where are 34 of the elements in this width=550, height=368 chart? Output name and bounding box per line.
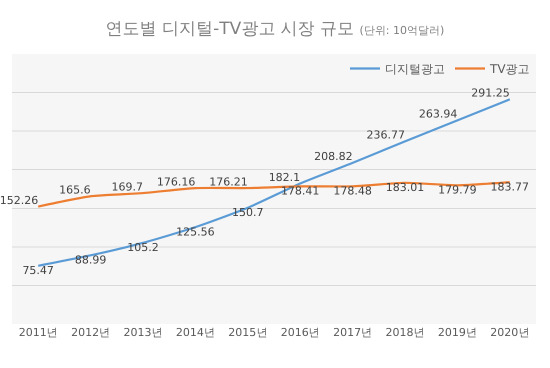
- data-label: 182.1: [268, 170, 300, 184]
- chart-title: 연도별 디지털-TV광고 시장 규모: [106, 18, 354, 39]
- legend-label: 디지털광고: [385, 62, 445, 76]
- x-tick-label: 2015년: [228, 326, 268, 339]
- x-tick-label: 2014년: [176, 326, 215, 339]
- data-label: 178.41: [280, 184, 320, 198]
- x-tick-label: 2020년: [490, 326, 530, 339]
- x-tick-label: 2013년: [124, 326, 162, 339]
- data-label: 183.77: [490, 180, 530, 194]
- x-tick-label: 2018년: [386, 326, 424, 339]
- data-label: 169.7: [112, 180, 143, 194]
- x-tick-label: 2016년: [280, 326, 320, 339]
- legend-label: TV광고: [489, 62, 530, 76]
- data-label: 125.56: [176, 225, 215, 238]
- data-label: 176.21: [209, 175, 248, 188]
- data-label: 183.01: [386, 181, 424, 194]
- data-label: 152.26: [0, 194, 38, 207]
- data-label: 179.79: [438, 184, 477, 197]
- x-tick-label: 2011년: [18, 326, 58, 339]
- data-label: 150.7: [232, 206, 264, 219]
- data-label: 165.6: [59, 184, 91, 196]
- data-label: 263.94: [418, 108, 458, 121]
- x-tick-label: 2017년: [333, 326, 372, 339]
- data-label: 88.99: [74, 254, 106, 267]
- data-label: 291.25: [471, 86, 510, 100]
- x-tick-label: 2012년: [71, 326, 110, 339]
- data-label: 236.77: [366, 128, 405, 142]
- x-tick-label: 2019년: [438, 326, 477, 339]
- data-label: 75.47: [22, 264, 54, 278]
- data-label: 208.82: [314, 150, 353, 164]
- data-label: 176.16: [156, 175, 196, 188]
- data-label: 178.48: [333, 184, 372, 198]
- data-label: 105.2: [127, 241, 159, 254]
- chart-subtitle: (단위: 10억달러): [359, 24, 444, 37]
